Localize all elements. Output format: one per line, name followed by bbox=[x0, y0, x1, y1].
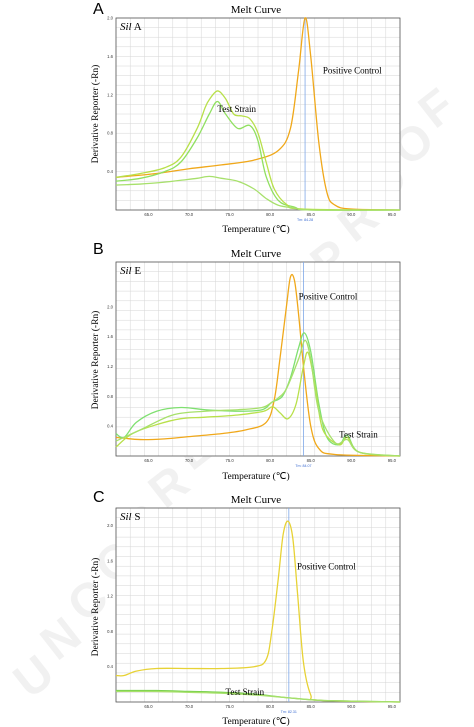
y-tick-label: 1.2 bbox=[107, 364, 113, 369]
x-tick-label: 80.0 bbox=[266, 458, 275, 463]
x-tick-label: 70.0 bbox=[185, 458, 194, 463]
x-tick-label: 85.0 bbox=[307, 212, 316, 217]
x-tick-label: 65.0 bbox=[144, 458, 153, 463]
chart-title: Melt Curve bbox=[231, 248, 282, 260]
gene-label-italic: Sil bbox=[120, 265, 132, 277]
y-tick-label: 0.8 bbox=[107, 131, 113, 136]
plot-area: 65.0 70.0 75.0 80.0 85.0 90.0 95.0 0.4 0.8 1.2 1.6… bbox=[107, 261, 401, 468]
y-axis-label: Derivative Reporter (-Rn) bbox=[90, 65, 101, 164]
gene-label-suffix: E bbox=[132, 265, 142, 277]
panel-letter: C bbox=[93, 489, 105, 506]
gene-label: Sil A bbox=[120, 21, 142, 33]
series-line-1 bbox=[115, 520, 401, 703]
x-tick-label: 65.0 bbox=[144, 212, 153, 217]
series-line-3 bbox=[115, 90, 401, 211]
chart-title: Melt Curve bbox=[231, 494, 282, 506]
x-tick-label: 65.0 bbox=[144, 704, 153, 709]
series-line-2 bbox=[115, 100, 401, 211]
y-tick-label: 1.6 bbox=[107, 54, 113, 59]
y-tick-label: 0.8 bbox=[107, 629, 113, 634]
y-axis-label: Derivative Reporter (-Rn) bbox=[90, 558, 101, 657]
y-tick-label: 1.2 bbox=[107, 594, 113, 599]
chart-title: Melt Curve bbox=[231, 4, 282, 16]
x-tick-label: 70.0 bbox=[185, 704, 194, 709]
plot-frame bbox=[115, 261, 401, 457]
y-tick-label: 2.0 bbox=[107, 523, 113, 528]
x-axis-label: Temperature (℃) bbox=[222, 716, 289, 727]
x-tick-label: 75.0 bbox=[226, 458, 235, 463]
y-axis-label: Derivative Reporter (-Rn) bbox=[90, 311, 101, 410]
y-tick-label: 0.8 bbox=[107, 394, 113, 399]
gene-label: Sil S bbox=[120, 511, 141, 523]
x-tick-label: 95.0 bbox=[388, 212, 397, 217]
y-tick-label: 0.4 bbox=[107, 424, 113, 429]
y-tick-label: 2.0 bbox=[107, 16, 113, 21]
x-axis-label: Temperature (℃) bbox=[222, 471, 289, 482]
series-line-3 bbox=[115, 690, 401, 703]
x-tick-label: 75.0 bbox=[226, 704, 235, 709]
plot-frame bbox=[115, 17, 401, 211]
plot-area: 65.0 70.0 75.0 80.0 85.0 90.0 95.0 0.4 0.8 1.2 1.6… bbox=[107, 507, 401, 714]
plot-frame bbox=[115, 507, 401, 703]
gene-label-suffix: S bbox=[132, 511, 141, 523]
series-line-4 bbox=[115, 339, 401, 457]
y-tick-label: 0.4 bbox=[107, 169, 113, 174]
series-line-4 bbox=[115, 175, 401, 211]
series-line-1 bbox=[115, 17, 401, 211]
annotation-label: Positive Control bbox=[297, 562, 356, 572]
y-tick-label: 0.4 bbox=[107, 664, 113, 669]
series-line-1 bbox=[115, 273, 401, 457]
gene-label-italic: Sil bbox=[120, 21, 132, 33]
cursor-label: Tm: 82.31 bbox=[281, 710, 297, 714]
panel-letter: A bbox=[93, 1, 104, 18]
y-tick-label: 1.2 bbox=[107, 92, 113, 97]
cursor-label: Tm: 84.07 bbox=[295, 464, 311, 468]
y-tick-label: 1.6 bbox=[107, 558, 113, 563]
y-tick-label: 1.6 bbox=[107, 334, 113, 339]
x-tick-label: 80.0 bbox=[266, 212, 275, 217]
annotation-label: Positive Control bbox=[323, 66, 382, 76]
panel-a: A Melt Curve 65.0 70.0 75.0 80.0 85.0 90.0 95.… bbox=[90, 1, 401, 235]
annotation-label: Test Strain bbox=[217, 104, 256, 114]
plot-area: 65.0 70.0 75.0 80.0 85.0 90.0 95.0 0.4 0.8 1.2 1.6… bbox=[107, 16, 401, 222]
x-tick-label: 95.0 bbox=[388, 458, 397, 463]
panel-c: C Melt Curve 65.0 70.0 75.0 80.0 85.0 90.0 95.… bbox=[90, 489, 401, 727]
x-tick-label: 75.0 bbox=[226, 212, 235, 217]
gene-label-suffix: A bbox=[132, 21, 142, 33]
panel-b: B Melt Curve 65.0 70.0 75.0 80.0 85.0 90.0 95.… bbox=[90, 241, 401, 482]
x-tick-label: 80.0 bbox=[266, 704, 275, 709]
panel-letter: B bbox=[93, 241, 104, 258]
gene-label-italic: Sil bbox=[120, 511, 132, 523]
y-tick-label: 2.0 bbox=[107, 304, 113, 309]
x-tick-label: 70.0 bbox=[185, 212, 194, 217]
x-tick-label: 90.0 bbox=[347, 458, 356, 463]
x-tick-label: 90.0 bbox=[347, 704, 356, 709]
gene-label: Sil E bbox=[120, 265, 141, 277]
cursor-label: Tm: 84.28 bbox=[297, 218, 313, 222]
series-line-3 bbox=[115, 351, 401, 457]
x-axis-label: Temperature (℃) bbox=[222, 224, 289, 235]
annotation-label: Test Strain bbox=[339, 429, 378, 439]
x-tick-label: 90.0 bbox=[347, 212, 356, 217]
x-tick-label: 85.0 bbox=[307, 458, 316, 463]
annotation-label: Positive Control bbox=[299, 291, 358, 301]
x-tick-label: 95.0 bbox=[388, 704, 397, 709]
x-tick-label: 85.0 bbox=[307, 704, 316, 709]
annotation-label: Test Strain bbox=[226, 687, 265, 697]
